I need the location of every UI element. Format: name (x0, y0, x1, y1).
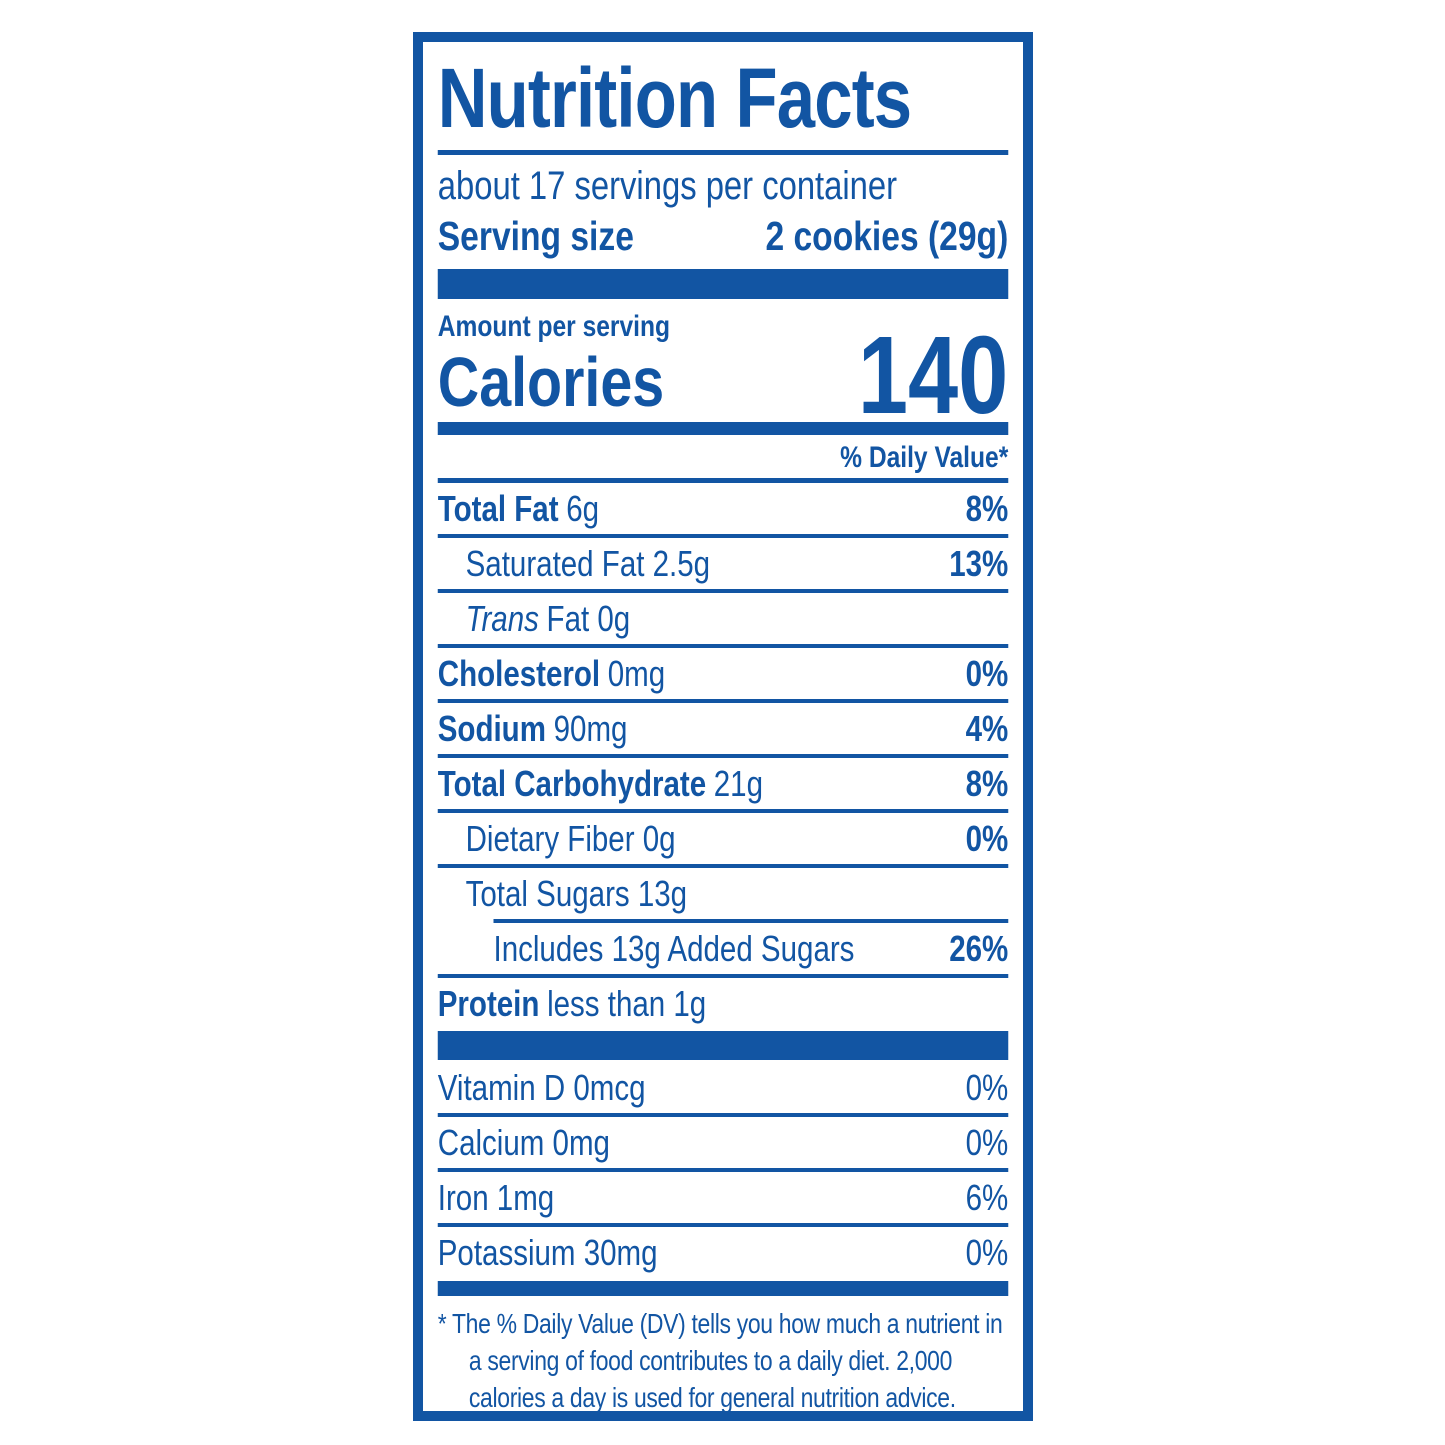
daily-value-header: % Daily Value* (840, 441, 1009, 474)
nutrient-dv: 0% (965, 652, 1009, 694)
nutrient-row-trans-fat: Trans Fat 0g (438, 593, 1009, 644)
vitamin-dv: 0% (965, 1121, 1009, 1163)
nutrient-row-sodium: Sodium 90mg 4% (438, 703, 1009, 754)
row-divider (437, 644, 1009, 648)
nutrient-row-total-sugars: Total Sugars 13g (438, 868, 1009, 919)
servings-per-container: about 17 servings per container (437, 164, 898, 208)
row-divider (437, 974, 1009, 978)
row-divider (437, 589, 1009, 593)
vitamin-dv: 6% (965, 1176, 1009, 1218)
nutrient-name: Saturated Fat 2.5g (465, 542, 711, 584)
amount-per-serving: Amount per serving (437, 310, 671, 343)
vitamin-name: Calcium 0mg (437, 1121, 610, 1163)
nutrient-row-cholesterol: Cholesterol 0mg 0% (438, 648, 1009, 699)
nutrient-dv: 4% (965, 707, 1009, 749)
thick-divider-vitamins (437, 1031, 1009, 1060)
calories-value: 140 (857, 314, 1009, 437)
serving-size-value: 2 cookies (29g) (765, 213, 1009, 259)
vitamin-row-potassium: Potassium 30mg 0% (438, 1227, 1009, 1278)
row-divider (437, 699, 1009, 703)
nutrient-name: Includes 13g Added Sugars (493, 927, 855, 969)
calories-label: Calories (437, 343, 665, 421)
nutrient-name: Total Fat (437, 487, 559, 529)
nutrient-name: Dietary Fiber 0g (465, 817, 676, 859)
row-divider-indented (493, 919, 1009, 923)
vitamin-row-vitamin-d: Vitamin D 0mcg 0% (438, 1062, 1009, 1113)
row-divider (437, 1223, 1009, 1227)
serving-size-label: Serving size (437, 213, 634, 259)
nutrient-row-dietary-fiber: Dietary Fiber 0g 0% (438, 813, 1009, 864)
nutrient-amount: 90mg (553, 707, 628, 749)
row-divider (437, 809, 1009, 813)
nutrient-name: Cholesterol (437, 652, 601, 694)
nutrition-facts-label: Nutrition Facts about 17 servings per co… (413, 32, 1033, 1421)
vitamin-row-calcium: Calcium 0mg 0% (438, 1117, 1009, 1168)
title-rule (437, 150, 1009, 155)
nutrient-row-total-fat: Total Fat 6g 8% (438, 483, 1009, 534)
nutrient-dv: 8% (965, 762, 1009, 804)
nutrient-row-total-carbohydrate: Total Carbohydrate 21g 8% (438, 758, 1009, 809)
vitamin-dv: 0% (965, 1066, 1009, 1108)
daily-value-rule (437, 478, 1009, 483)
nutrient-amount: less than 1g (547, 982, 707, 1024)
thick-divider-top (437, 269, 1009, 299)
calories-row: Calories 140 (437, 321, 1009, 431)
row-divider (437, 534, 1009, 538)
vitamin-row-iron: Iron 1mg 6% (438, 1172, 1009, 1223)
vitamin-name: Vitamin D 0mcg (437, 1066, 646, 1108)
row-divider (437, 1113, 1009, 1117)
label-title: Nutrition Facts (437, 51, 912, 145)
vitamin-name: Iron 1mg (437, 1176, 555, 1218)
nutrient-amount: 0mg (607, 652, 666, 694)
vitamin-dv: 0% (965, 1231, 1009, 1273)
daily-value-footnote: * The % Daily Value (DV) tells you how m… (437, 1308, 1003, 1413)
nutrient-name: Sodium (437, 707, 546, 749)
nutrient-row-saturated-fat: Saturated Fat 2.5g 13% (438, 538, 1009, 589)
nutrient-amount: 21g (713, 762, 764, 804)
nutrient-dv: 0% (965, 817, 1009, 859)
thick-divider-footnote (437, 1281, 1009, 1296)
nutrient-name-italic: Trans (465, 597, 539, 639)
nutrient-amount: 6g (566, 487, 600, 529)
vitamin-name: Potassium 30mg (437, 1231, 658, 1273)
row-divider (437, 754, 1009, 758)
nutrient-name: Protein (437, 982, 540, 1024)
row-divider (437, 864, 1009, 868)
nutrient-name: Total Carbohydrate (437, 762, 707, 804)
nutrient-dv: 13% (949, 542, 1009, 584)
nutrient-name: Total Sugars 13g (465, 872, 688, 914)
nutrient-row-protein: Protein less than 1g (438, 978, 1009, 1029)
serving-size-row: Serving size 2 cookies (29g) (438, 210, 1009, 262)
nutrient-dv: 26% (949, 927, 1009, 969)
row-divider (437, 1168, 1009, 1172)
nutrient-row-added-sugars: Includes 13g Added Sugars 26% (438, 923, 1009, 974)
nutrient-dv: 8% (965, 487, 1009, 529)
calories-divider (437, 422, 1009, 435)
label-content: Nutrition Facts about 17 servings per co… (423, 42, 1023, 1413)
nutrient-name: Fat 0g (546, 597, 631, 639)
